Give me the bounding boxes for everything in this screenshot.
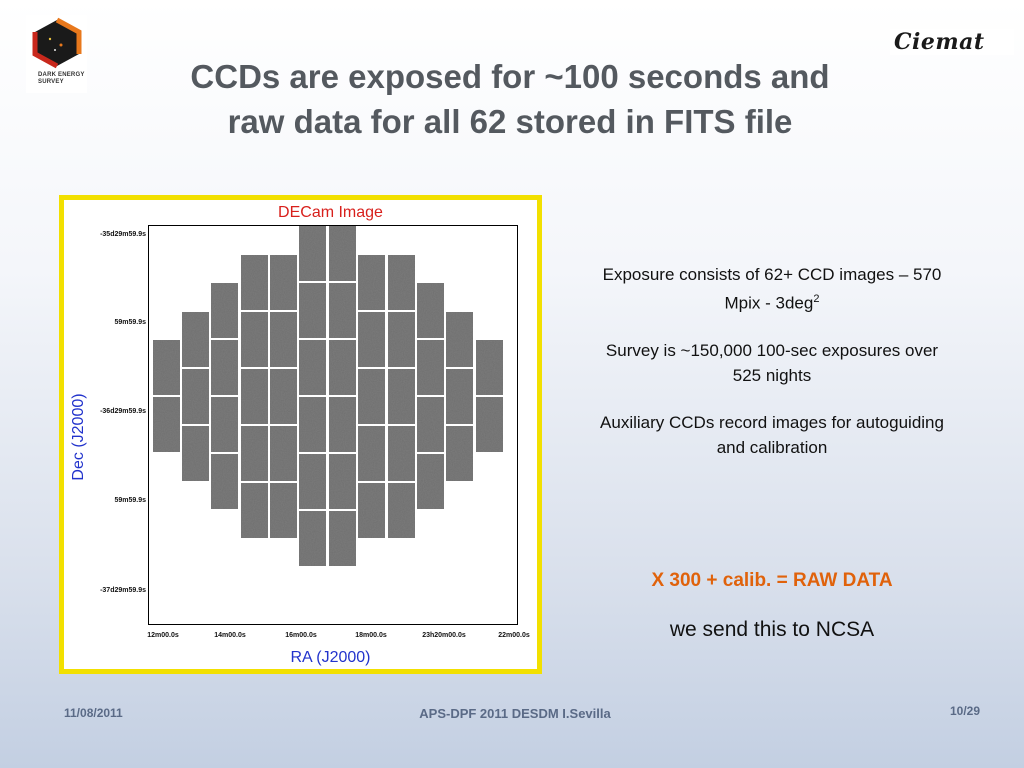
ccd-chip-texture: [211, 340, 238, 395]
ccd-chip-texture: [417, 454, 444, 509]
bullet-item: Exposure consists of 62+ CCD images – 57…: [602, 265, 942, 313]
ciemat-logo: Ciemat: [890, 29, 1014, 55]
ccd-chip-texture: [358, 369, 385, 424]
ccd-chip-texture: [270, 426, 297, 481]
ccd-chip-texture: [476, 340, 503, 395]
slide-title-line-2: raw data for all 62 stored in FITS file: [227, 103, 793, 140]
ccd-chip-texture: [329, 283, 356, 338]
bullet-list: Exposure consists of 62+ CCD images – 57…: [596, 262, 948, 482]
ytick-label: 59m59.9s: [114, 497, 146, 504]
ccd-chip-texture: [153, 397, 180, 452]
ccd-chip-texture: [329, 454, 356, 509]
ccd-chip-texture: [241, 255, 268, 310]
ccd-chip-texture: [241, 369, 268, 424]
ccd-chip-texture: [476, 397, 503, 452]
xtick-label: 23h20m00.0s: [422, 632, 466, 639]
ccd-chip-texture: [270, 483, 297, 538]
ccd-chip-texture: [358, 255, 385, 310]
plot-area: [148, 225, 518, 625]
ccd-chip-texture: [182, 426, 209, 481]
ccd-chip-texture: [329, 226, 356, 281]
ccd-chip-texture: [388, 312, 415, 367]
ccd-chip-texture: [358, 312, 385, 367]
xtick-label: 22m00.0s: [498, 632, 530, 639]
bullet-item: Auxiliary CCDs record images for autogui…: [600, 412, 944, 457]
figure-title: DECam Image: [278, 204, 383, 221]
ccd-chips: [153, 226, 503, 566]
des-hexagon-icon: [32, 17, 82, 69]
footer-date: 11/08/2011: [64, 706, 123, 720]
ytick-label: 59m59.9s: [114, 319, 146, 326]
ytick-label: -35d29m59.9s: [100, 231, 146, 238]
ccd-chip-texture: [211, 397, 238, 452]
ccd-chip-texture: [299, 511, 326, 566]
ncsa-note: we send this to NCSA: [669, 618, 875, 641]
ccd-chip-texture: [417, 340, 444, 395]
footer-center-text: APS-DPF 2011 DESDM I.Sevilla: [419, 706, 611, 721]
ccd-chip-texture: [329, 511, 356, 566]
decam-figure: DECam Image -35d29m59.9s 59m59.9s -36d29…: [64, 200, 537, 669]
ccd-chip-texture: [299, 283, 326, 338]
ccd-chip-texture: [211, 454, 238, 509]
ytick-label: -36d29m59.9s: [100, 408, 146, 415]
raw-data-highlight: X 300 + calib. = RAW DATA: [651, 570, 893, 591]
ccd-chip-texture: [299, 226, 326, 281]
des-logo-text: DARK ENERGY SURVEY: [38, 72, 85, 85]
ccd-chip-texture: [329, 397, 356, 452]
xtick-label: 14m00.0s: [214, 632, 246, 639]
ccd-chip-texture: [388, 369, 415, 424]
ccd-chip-texture: [329, 340, 356, 395]
x-axis-label: RA (J2000): [290, 649, 371, 666]
bullet-item: Survey is ~150,000 100-sec exposures ove…: [605, 340, 939, 385]
page-number: 10/29: [949, 704, 980, 718]
ccd-chip-texture: [446, 312, 473, 367]
xtick-label: 16m00.0s: [285, 632, 317, 639]
ccd-chip-texture: [358, 483, 385, 538]
des-logo: DARK ENERGY SURVEY: [26, 15, 87, 93]
ccd-chip-texture: [388, 255, 415, 310]
ytick-label: -37d29m59.9s: [100, 587, 146, 594]
ccd-chip-texture: [446, 369, 473, 424]
ccd-chip-texture: [299, 397, 326, 452]
ccd-chip-texture: [270, 312, 297, 367]
y-axis-label: Dec (J2000): [70, 393, 87, 481]
ccd-chip-texture: [299, 454, 326, 509]
ccd-chip-texture: [153, 340, 180, 395]
ciemat-logo-text: Ciemat: [894, 29, 985, 55]
ccd-chip-texture: [241, 426, 268, 481]
ccd-chip-texture: [241, 312, 268, 367]
xtick-label: 12m00.0s: [147, 632, 179, 639]
ccd-chip-texture: [270, 255, 297, 310]
xtick-label: 18m00.0s: [355, 632, 387, 639]
ccd-chip-texture: [182, 369, 209, 424]
ccd-chip-texture: [241, 483, 268, 538]
ccd-chip-texture: [270, 369, 297, 424]
ccd-chip-texture: [417, 283, 444, 338]
slide-title: CCDs are exposed for ~100 seconds and ra…: [100, 54, 920, 144]
ccd-chip-texture: [211, 283, 238, 338]
ccd-chip-texture: [446, 426, 473, 481]
ccd-mosaic: [153, 226, 503, 566]
ccd-chip-texture: [299, 340, 326, 395]
ccd-chip-texture: [417, 397, 444, 452]
ccd-chip-texture: [358, 426, 385, 481]
ccd-chip-texture: [388, 483, 415, 538]
ccd-chip-texture: [388, 426, 415, 481]
ccd-chip-texture: [182, 312, 209, 367]
slide-title-line-1: CCDs are exposed for ~100 seconds and: [190, 58, 830, 95]
